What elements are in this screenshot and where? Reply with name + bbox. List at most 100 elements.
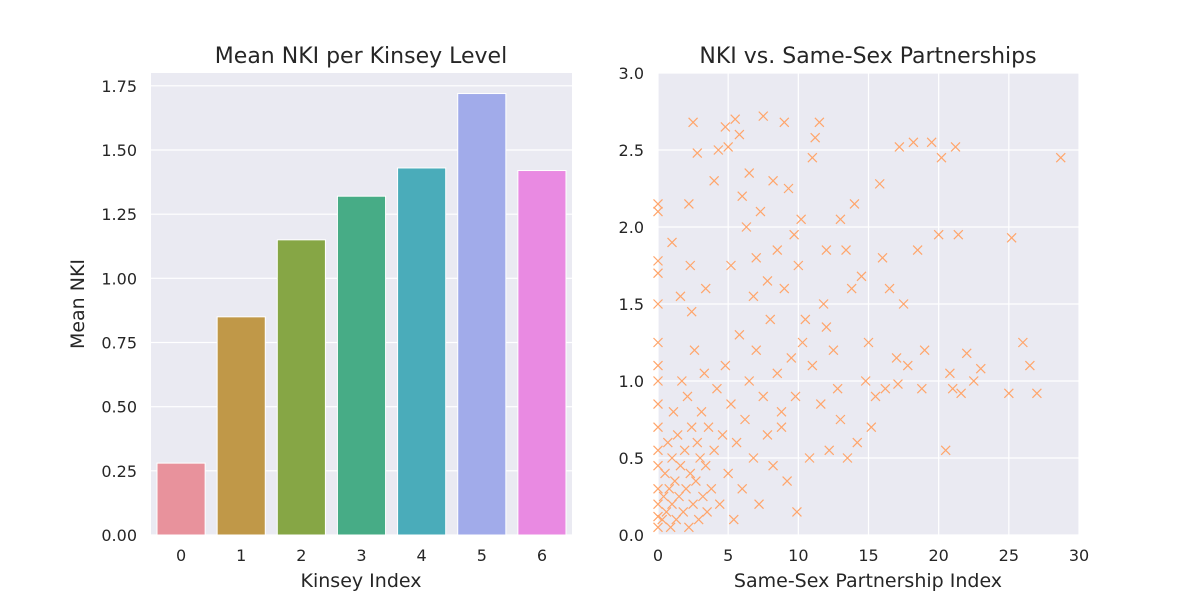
scatter-point xyxy=(744,376,755,386)
scatter-point xyxy=(772,245,783,256)
scatter-point xyxy=(828,345,839,356)
scatter-point xyxy=(758,391,769,402)
scatter-point xyxy=(653,399,663,410)
scatter-point xyxy=(940,445,951,456)
scatter-point xyxy=(807,152,818,163)
scatter-point xyxy=(842,453,853,463)
scatter-point xyxy=(720,360,731,371)
scatter-point xyxy=(692,437,703,448)
scatter-point xyxy=(874,178,885,189)
scatter-point xyxy=(690,476,701,487)
scatter-point xyxy=(832,383,843,394)
scatter-point xyxy=(653,268,663,279)
scatter-point xyxy=(961,348,972,359)
bar-chart-title: Mean NKI per Kinsey Level xyxy=(215,44,507,69)
bar-chart-y-ticks: 0.00 0.25 0.50 0.75 1.00 1.25 1.50 1.75 xyxy=(101,77,137,545)
scatter-point xyxy=(751,252,762,263)
scatter-point xyxy=(676,376,687,386)
scatter-point xyxy=(1024,360,1035,371)
scatter-chart-y-tick-label: 1.5 xyxy=(619,295,644,314)
bar-chart-x-tick-label: 6 xyxy=(537,546,547,565)
bar-chart-x-tick-label: 5 xyxy=(477,546,487,565)
scatter-chart-y-tick-label: 2.0 xyxy=(619,218,644,237)
scatter-point xyxy=(898,299,909,309)
scatter-chart-x-tick-label: 0 xyxy=(653,546,663,565)
scatter-point xyxy=(748,453,759,463)
scatter-point xyxy=(956,388,967,399)
scatter-point xyxy=(792,506,802,517)
bar-kinsey-5 xyxy=(457,93,507,536)
scatter-point xyxy=(653,255,663,266)
scatter-point xyxy=(717,429,728,440)
bar-chart-y-tick-label: 0.75 xyxy=(101,334,137,353)
scatter-point xyxy=(790,391,801,402)
scatter-point xyxy=(810,132,821,143)
scatter-point xyxy=(863,337,874,348)
scatter-point xyxy=(768,460,778,471)
scatter-point xyxy=(1017,337,1028,348)
scatter-point xyxy=(933,229,944,240)
scatter-point xyxy=(664,483,675,494)
scatter-chart-y-tick-label: 2.5 xyxy=(619,141,644,160)
scatter-point xyxy=(796,214,807,225)
scatter-point xyxy=(675,460,686,471)
scatter-point xyxy=(653,337,663,348)
bar-chart-y-tick-label: 0.25 xyxy=(101,462,137,481)
scatter-point xyxy=(866,422,877,433)
scatter-point xyxy=(748,291,759,302)
scatter-point xyxy=(686,306,697,317)
scatter-point xyxy=(762,275,773,286)
scatter-point xyxy=(779,283,790,294)
scatter-point xyxy=(814,117,825,128)
scatter-point xyxy=(919,345,930,356)
bar-chart-x-tick-label: 1 xyxy=(236,546,246,565)
scatter-point xyxy=(821,245,832,256)
scatter-point xyxy=(667,237,677,248)
scatter-point xyxy=(786,352,797,363)
scatter-point xyxy=(712,383,722,394)
scatter-point xyxy=(789,229,800,240)
scatter-point xyxy=(908,137,919,148)
bar-chart-x-tick-label: 0 xyxy=(176,546,186,565)
scatter-point xyxy=(653,422,663,433)
scatter-point xyxy=(688,117,699,128)
scatter-point xyxy=(714,499,725,510)
scatter-point xyxy=(893,379,903,390)
scatter-chart-x-tick-label: 10 xyxy=(788,546,808,565)
scatter-point xyxy=(723,141,734,152)
scatter-point xyxy=(926,137,937,148)
scatter-point xyxy=(734,129,745,140)
scatter-point xyxy=(1055,152,1066,163)
scatter-point xyxy=(754,499,764,510)
bar-chart-x-ticks: 0 1 2 3 4 5 6 xyxy=(176,546,547,565)
scatter-point xyxy=(686,422,697,433)
scatter-point xyxy=(936,152,947,163)
scatter-chart-x-tick-label: 15 xyxy=(858,546,878,565)
scatter-point xyxy=(741,222,752,232)
scatter-point xyxy=(678,506,689,517)
scatter-point xyxy=(723,468,734,479)
scatter-chart-title: NKI vs. Same-Sex Partnerships xyxy=(699,44,1036,69)
scatter-point xyxy=(877,252,888,263)
scatter-point xyxy=(916,383,927,394)
scatter-chart-x-tick-label: 25 xyxy=(999,546,1019,565)
scatter-point xyxy=(768,175,778,186)
bar-chart: 0.00 0.25 0.50 0.75 1.00 1.25 1.50 1.75 0 1 2 3 4 5 6… xyxy=(67,44,572,592)
scatter-chart-x-tick-label: 30 xyxy=(1069,546,1089,565)
scatter-point xyxy=(653,360,663,371)
scatter-chart-x-ticks: 0 5 10 15 20 25 30 xyxy=(653,546,1089,565)
scatter-point xyxy=(737,191,748,202)
scatter-point xyxy=(672,429,683,440)
scatter-point xyxy=(731,437,742,448)
scatter-chart-y-tick-label: 3.0 xyxy=(619,64,644,83)
scatter-point xyxy=(880,383,891,394)
scatter-chart-y-tick-label: 0.5 xyxy=(619,449,644,468)
scatter-point xyxy=(807,360,818,371)
bar-kinsey-2 xyxy=(276,239,326,536)
scatter-point xyxy=(696,406,707,417)
scatter-point xyxy=(657,514,668,525)
scatter-point xyxy=(870,391,881,402)
scatter-point xyxy=(726,399,736,410)
scatter-point xyxy=(653,198,663,209)
